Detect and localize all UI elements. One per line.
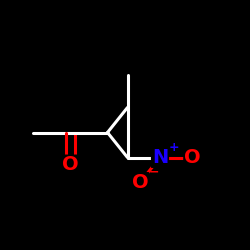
Text: N: N <box>152 148 168 167</box>
Text: O: O <box>62 156 78 174</box>
Text: −: − <box>148 166 159 179</box>
Text: +: + <box>168 141 179 154</box>
Text: O: O <box>132 173 148 192</box>
Text: O: O <box>184 148 201 167</box>
